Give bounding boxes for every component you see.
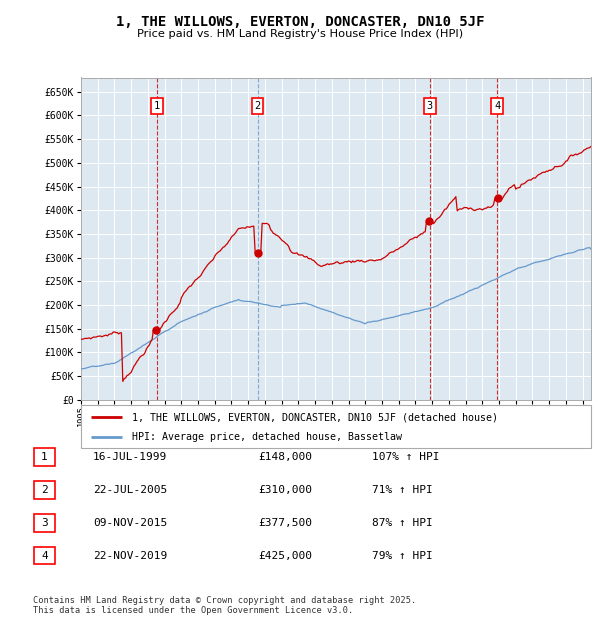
Text: Price paid vs. HM Land Registry's House Price Index (HPI): Price paid vs. HM Land Registry's House … bbox=[137, 29, 463, 38]
Text: 4: 4 bbox=[494, 101, 500, 111]
Text: 22-JUL-2005: 22-JUL-2005 bbox=[93, 485, 167, 495]
Text: 107% ↑ HPI: 107% ↑ HPI bbox=[372, 452, 439, 462]
Text: £310,000: £310,000 bbox=[258, 485, 312, 495]
Text: Contains HM Land Registry data © Crown copyright and database right 2025.
This d: Contains HM Land Registry data © Crown c… bbox=[33, 596, 416, 615]
FancyBboxPatch shape bbox=[34, 481, 55, 498]
Text: 22-NOV-2019: 22-NOV-2019 bbox=[93, 551, 167, 560]
Text: 1, THE WILLOWS, EVERTON, DONCASTER, DN10 5JF (detached house): 1, THE WILLOWS, EVERTON, DONCASTER, DN10… bbox=[132, 412, 498, 422]
Text: 1: 1 bbox=[41, 452, 48, 462]
FancyBboxPatch shape bbox=[34, 448, 55, 466]
Text: 1: 1 bbox=[154, 101, 160, 111]
FancyBboxPatch shape bbox=[34, 547, 55, 564]
FancyBboxPatch shape bbox=[34, 514, 55, 531]
Text: 3: 3 bbox=[41, 518, 48, 528]
Text: 2: 2 bbox=[254, 101, 261, 111]
Text: 09-NOV-2015: 09-NOV-2015 bbox=[93, 518, 167, 528]
Text: HPI: Average price, detached house, Bassetlaw: HPI: Average price, detached house, Bass… bbox=[132, 432, 402, 442]
Text: £148,000: £148,000 bbox=[258, 452, 312, 462]
Text: £377,500: £377,500 bbox=[258, 518, 312, 528]
Text: 87% ↑ HPI: 87% ↑ HPI bbox=[372, 518, 433, 528]
Text: 1, THE WILLOWS, EVERTON, DONCASTER, DN10 5JF: 1, THE WILLOWS, EVERTON, DONCASTER, DN10… bbox=[116, 16, 484, 30]
Text: 16-JUL-1999: 16-JUL-1999 bbox=[93, 452, 167, 462]
Text: 3: 3 bbox=[427, 101, 433, 111]
Text: £425,000: £425,000 bbox=[258, 551, 312, 560]
Text: 71% ↑ HPI: 71% ↑ HPI bbox=[372, 485, 433, 495]
Text: 2: 2 bbox=[41, 485, 48, 495]
Text: 4: 4 bbox=[41, 551, 48, 560]
Text: 79% ↑ HPI: 79% ↑ HPI bbox=[372, 551, 433, 560]
FancyBboxPatch shape bbox=[81, 405, 591, 448]
